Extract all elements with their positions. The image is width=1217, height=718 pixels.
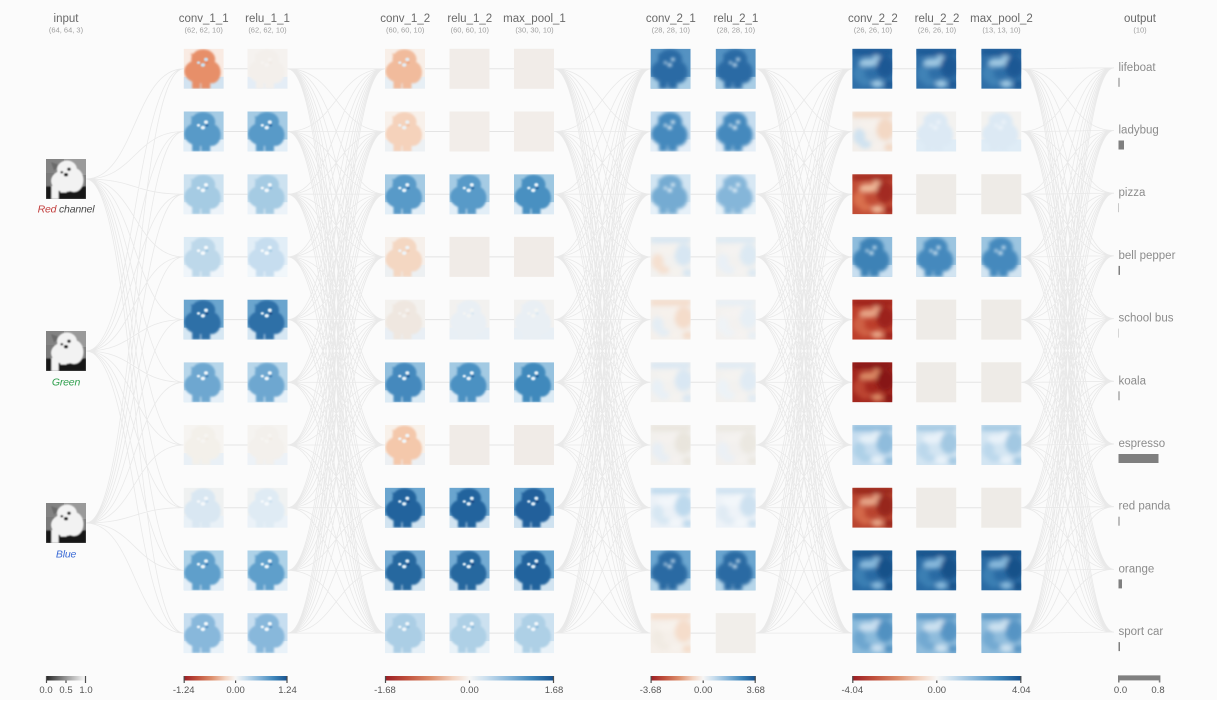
- svg-text:1.24: 1.24: [278, 685, 297, 696]
- svg-text:4.04: 4.04: [1012, 685, 1031, 696]
- svg-text:0.00: 0.00: [928, 685, 947, 696]
- svg-text:0.00: 0.00: [226, 685, 245, 696]
- svg-text:conv_2_2: conv_2_2: [848, 13, 898, 25]
- svg-text:relu_2_1: relu_2_1: [714, 13, 759, 25]
- svg-text:lifeboat: lifeboat: [1119, 62, 1157, 74]
- svg-text:0.00: 0.00: [694, 685, 713, 696]
- svg-text:(28, 28, 10): (28, 28, 10): [717, 26, 756, 35]
- svg-text:(62, 62, 10): (62, 62, 10): [248, 26, 287, 35]
- svg-text:koala: koala: [1119, 375, 1147, 387]
- svg-text:0.0: 0.0: [1114, 685, 1127, 696]
- svg-text:(64, 64, 3): (64, 64, 3): [49, 26, 84, 35]
- svg-text:relu_1_2: relu_1_2: [447, 13, 492, 25]
- svg-text:Red channel: Red channel: [38, 204, 96, 216]
- svg-text:pizza: pizza: [1119, 187, 1146, 199]
- svg-text:-3.68: -3.68: [640, 685, 662, 696]
- svg-text:(30, 30, 10): (30, 30, 10): [515, 26, 554, 35]
- svg-text:3.68: 3.68: [746, 685, 765, 696]
- svg-text:(10): (10): [1133, 26, 1147, 35]
- svg-text:red panda: red panda: [1119, 501, 1171, 513]
- svg-text:(13, 13, 10): (13, 13, 10): [982, 26, 1021, 35]
- svg-text:conv_1_1: conv_1_1: [179, 13, 229, 25]
- svg-text:Blue: Blue: [56, 549, 77, 561]
- svg-text:-1.68: -1.68: [374, 685, 396, 696]
- svg-text:(60, 60, 10): (60, 60, 10): [451, 26, 490, 35]
- svg-text:0.0: 0.0: [39, 685, 52, 696]
- svg-text:(26, 26, 10): (26, 26, 10): [918, 26, 957, 35]
- svg-text:0.00: 0.00: [460, 685, 479, 696]
- svg-text:(62, 62, 10): (62, 62, 10): [185, 26, 224, 35]
- svg-text:sport car: sport car: [1119, 626, 1164, 638]
- svg-text:-4.04: -4.04: [841, 685, 863, 696]
- svg-text:school bus: school bus: [1119, 313, 1174, 325]
- svg-text:max_pool_1: max_pool_1: [503, 13, 566, 25]
- svg-text:ladybug: ladybug: [1119, 125, 1159, 137]
- svg-text:conv_1_2: conv_1_2: [380, 13, 430, 25]
- svg-text:conv_2_1: conv_2_1: [646, 13, 696, 25]
- svg-text:(26, 26, 10): (26, 26, 10): [854, 26, 893, 35]
- svg-text:-1.24: -1.24: [173, 685, 195, 696]
- svg-text:(60, 60, 10): (60, 60, 10): [386, 26, 425, 35]
- svg-text:(28, 28, 10): (28, 28, 10): [652, 26, 691, 35]
- svg-text:Green: Green: [52, 377, 81, 389]
- svg-text:0.5: 0.5: [59, 685, 72, 696]
- svg-text:input: input: [54, 13, 80, 25]
- svg-text:orange: orange: [1119, 563, 1155, 575]
- svg-text:relu_2_2: relu_2_2: [915, 13, 960, 25]
- svg-text:max_pool_2: max_pool_2: [970, 13, 1033, 25]
- svg-text:relu_1_1: relu_1_1: [245, 13, 290, 25]
- svg-text:0.8: 0.8: [1151, 685, 1164, 696]
- svg-text:bell pepper: bell pepper: [1119, 250, 1176, 262]
- svg-text:espresso: espresso: [1119, 438, 1166, 450]
- svg-text:1.0: 1.0: [79, 685, 92, 696]
- svg-text:1.68: 1.68: [545, 685, 564, 696]
- svg-text:output: output: [1124, 13, 1157, 25]
